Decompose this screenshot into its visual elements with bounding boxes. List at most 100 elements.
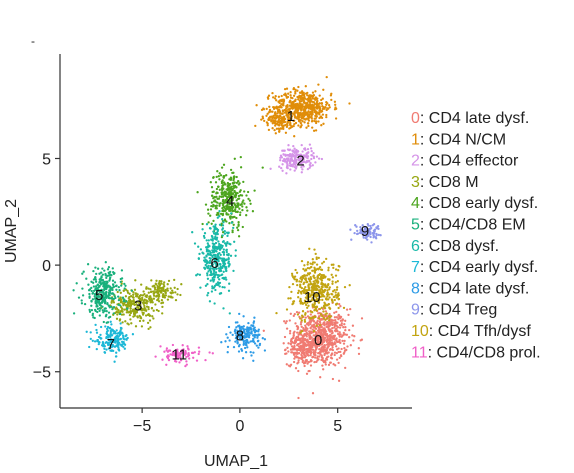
data-point xyxy=(150,306,154,310)
data-point xyxy=(171,291,175,294)
data-point xyxy=(377,227,380,231)
data-point xyxy=(99,280,102,283)
data-point xyxy=(269,167,272,170)
data-point xyxy=(314,90,317,93)
data-point xyxy=(210,201,214,204)
data-point xyxy=(215,267,218,271)
legend-entry-11: 11: CD4/CD8 prol. xyxy=(411,344,541,361)
data-point xyxy=(287,159,290,162)
data-point xyxy=(295,348,299,352)
data-point xyxy=(325,113,328,117)
data-point xyxy=(98,341,101,344)
data-point xyxy=(299,341,302,345)
data-point xyxy=(261,166,264,169)
data-point xyxy=(324,349,327,352)
data-point xyxy=(209,251,212,255)
data-point xyxy=(311,126,314,129)
data-point xyxy=(257,330,260,333)
data-point xyxy=(243,202,246,205)
data-point xyxy=(273,116,277,120)
data-point xyxy=(226,234,229,238)
data-point xyxy=(345,308,349,311)
data-point xyxy=(179,350,183,353)
data-point xyxy=(236,210,239,213)
data-point xyxy=(316,276,319,279)
data-point xyxy=(214,241,218,245)
data-point xyxy=(99,325,103,329)
data-point xyxy=(334,117,338,120)
data-point xyxy=(316,359,319,362)
data-point xyxy=(225,174,228,177)
data-point xyxy=(242,329,246,332)
data-point xyxy=(90,304,93,307)
data-point xyxy=(224,183,227,186)
legend-entry-5: 5: CD4/CD8 EM xyxy=(411,217,526,234)
data-point xyxy=(335,345,338,348)
data-point xyxy=(362,234,365,237)
data-point xyxy=(136,315,139,318)
data-point xyxy=(103,309,106,313)
data-point xyxy=(308,116,311,119)
data-point xyxy=(252,324,255,327)
data-point xyxy=(230,212,233,215)
data-point xyxy=(234,340,237,343)
data-point xyxy=(311,106,314,109)
data-point xyxy=(293,110,296,113)
data-point xyxy=(305,152,309,155)
data-point xyxy=(250,354,253,357)
data-point xyxy=(115,288,118,291)
data-point xyxy=(237,235,241,238)
data-point xyxy=(211,235,214,239)
data-point xyxy=(233,240,236,243)
data-point xyxy=(297,369,300,373)
data-point xyxy=(103,293,106,296)
data-point xyxy=(331,346,334,349)
data-point xyxy=(299,125,303,128)
data-point xyxy=(190,351,194,355)
data-point xyxy=(323,307,327,310)
data-point xyxy=(132,291,135,294)
data-point xyxy=(152,317,155,320)
data-point xyxy=(88,345,91,349)
data-point xyxy=(101,273,105,276)
data-point xyxy=(303,118,306,121)
data-point xyxy=(266,122,269,125)
data-point xyxy=(306,115,310,118)
data-point xyxy=(323,328,327,331)
data-point xyxy=(338,338,341,342)
data-point xyxy=(229,254,233,257)
data-point xyxy=(174,291,177,294)
data-point xyxy=(315,263,319,266)
data-point xyxy=(98,301,102,305)
data-point xyxy=(165,349,168,352)
data-point xyxy=(332,295,335,299)
data-point xyxy=(243,190,246,193)
legend-label-6: : CD8 dysf. xyxy=(420,238,499,255)
data-point xyxy=(122,345,125,348)
data-point xyxy=(325,323,328,326)
data-point xyxy=(327,339,330,342)
data-point xyxy=(262,329,265,332)
data-point xyxy=(208,259,212,263)
data-point xyxy=(293,344,296,348)
data-point xyxy=(275,127,279,130)
data-point xyxy=(176,356,179,359)
data-point xyxy=(82,270,85,273)
data-point xyxy=(166,354,170,357)
data-point xyxy=(287,342,290,345)
data-point xyxy=(335,316,338,319)
data-point xyxy=(303,107,306,110)
legend-entry-9: 9: CD4 Treg xyxy=(411,302,497,319)
data-point xyxy=(323,337,326,340)
data-point xyxy=(97,300,100,303)
data-point xyxy=(223,232,227,235)
data-point xyxy=(206,242,209,245)
data-point xyxy=(327,269,330,272)
data-point xyxy=(90,308,94,312)
data-point xyxy=(288,365,292,368)
data-point xyxy=(165,363,168,366)
data-point xyxy=(337,350,340,354)
data-point xyxy=(217,185,220,188)
data-point xyxy=(335,288,339,291)
data-point xyxy=(213,195,216,199)
